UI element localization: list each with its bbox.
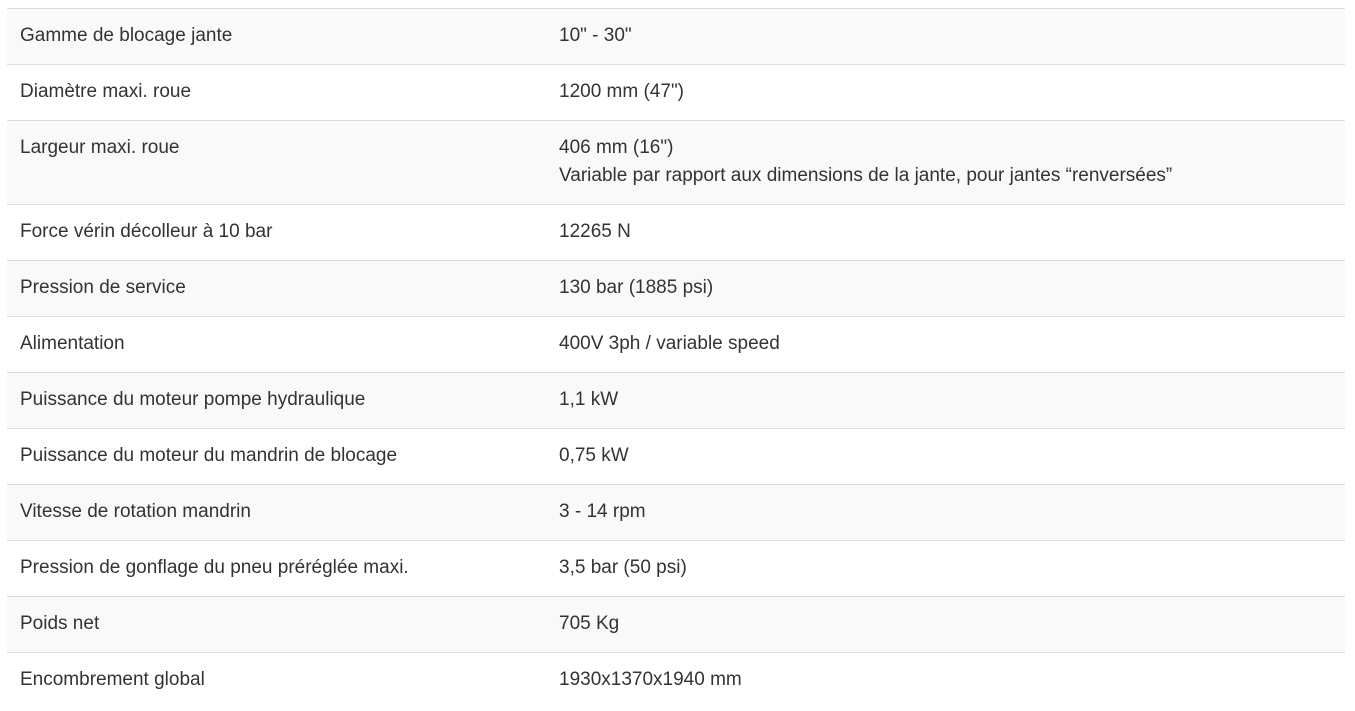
spec-value-line: 1930x1370x1940 mm — [559, 669, 742, 690]
spec-row: Puissance du moteur du mandrin de blocag… — [7, 428, 1345, 485]
spec-row: Poids net 705 Kg — [7, 596, 1345, 653]
spec-row: Largeur maxi. roue 406 mm (16") Variable p… — [7, 120, 1345, 205]
spec-value: 3 - 14 rpm — [546, 484, 1345, 541]
spec-row: Pression de service 130 bar (1885 psi) — [7, 260, 1345, 317]
spec-value-line: 3,5 bar (50 psi) — [559, 557, 687, 578]
spec-label: Pression de service — [7, 260, 546, 317]
spec-label: Force vérin décolleur à 10 bar — [7, 204, 546, 261]
spec-value-line: 130 bar (1885 psi) — [559, 277, 714, 298]
spec-value-line: 406 mm (16") — [559, 137, 674, 158]
spec-row: Diamètre maxi. roue 1200 mm (47") — [7, 64, 1345, 121]
specifications-table: Gamme de blocage jante 10" - 30" Diamètre … — [7, 8, 1345, 708]
spec-value-line: 1,1 kW — [559, 389, 619, 410]
spec-value: 406 mm (16") Variable par rapport aux dim… — [546, 120, 1345, 205]
spec-label: Poids net — [7, 596, 546, 653]
spec-value-line: 0,75 kW — [559, 445, 629, 466]
spec-value: 705 Kg — [546, 596, 1345, 653]
spec-row: Vitesse de rotation mandrin 3 - 14 rpm — [7, 484, 1345, 541]
spec-value-line: 705 Kg — [559, 613, 620, 634]
spec-value: 130 bar (1885 psi) — [546, 260, 1345, 317]
spec-row: Gamme de blocage jante 10" - 30" — [7, 8, 1345, 65]
spec-value-line: 10" - 30" — [559, 25, 632, 46]
spec-value-line: 3 - 14 rpm — [559, 501, 646, 522]
spec-row: Encombrement global 1930x1370x1940 mm — [7, 652, 1345, 708]
spec-label: Encombrement global — [7, 652, 546, 708]
spec-value: 10" - 30" — [546, 8, 1345, 65]
spec-value-line: 1200 mm (47") — [559, 81, 685, 102]
spec-value: 1200 mm (47") — [546, 64, 1345, 121]
spec-value: 1930x1370x1940 mm — [546, 652, 1345, 708]
spec-value: 3,5 bar (50 psi) — [546, 540, 1345, 597]
spec-label: Pression de gonflage du pneu préréglée m… — [7, 540, 546, 597]
spec-value: 12265 N — [546, 204, 1345, 261]
spec-label: Vitesse de rotation mandrin — [7, 484, 546, 541]
spec-label: Largeur maxi. roue — [7, 120, 546, 205]
spec-value-line: 400V 3ph / variable speed — [559, 333, 780, 354]
spec-value: 400V 3ph / variable speed — [546, 316, 1345, 373]
spec-value: 1,1 kW — [546, 372, 1345, 429]
spec-row: Pression de gonflage du pneu préréglée m… — [7, 540, 1345, 597]
spec-label: Gamme de blocage jante — [7, 8, 546, 65]
spec-value-line: 12265 N — [559, 221, 631, 242]
spec-label: Diamètre maxi. roue — [7, 64, 546, 121]
spec-row: Puissance du moteur pompe hydraulique 1,1… — [7, 372, 1345, 429]
spec-row: Force vérin décolleur à 10 bar 12265 N — [7, 204, 1345, 261]
spec-label: Puissance du moteur pompe hydraulique — [7, 372, 546, 429]
spec-label: Alimentation — [7, 316, 546, 373]
spec-row: Alimentation 400V 3ph / variable speed — [7, 316, 1345, 373]
spec-value: 0,75 kW — [546, 428, 1345, 485]
spec-label: Puissance du moteur du mandrin de blocag… — [7, 428, 546, 485]
spec-value-line: Variable par rapport aux dimensions de l… — [559, 165, 1173, 186]
